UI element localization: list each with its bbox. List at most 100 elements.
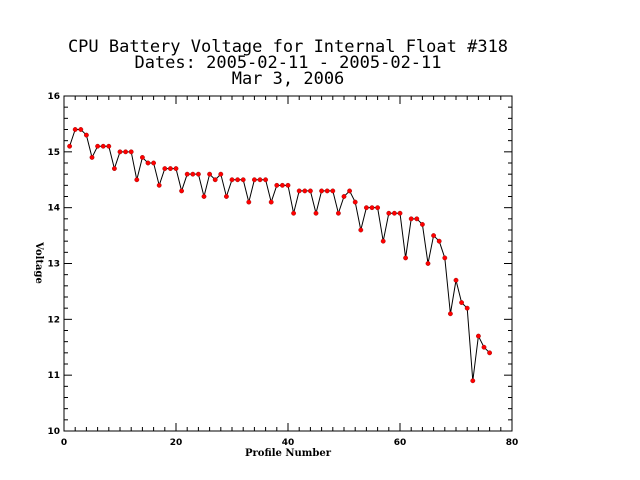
data-point <box>391 210 397 216</box>
y-tick-label: 11 <box>47 371 60 381</box>
data-point <box>134 177 140 183</box>
y-axis-label: Voltage <box>33 241 44 284</box>
data-point <box>84 132 89 138</box>
data-point <box>487 350 492 356</box>
series-line <box>69 129 490 381</box>
data-point <box>347 188 352 194</box>
data-point <box>184 171 190 177</box>
data-point <box>475 333 481 339</box>
title-line-1: CPU Battery Voltage for Internal Float #… <box>68 37 508 57</box>
data-point <box>470 378 476 384</box>
data-point <box>358 227 364 233</box>
data-point <box>263 177 268 183</box>
data-point <box>67 143 73 149</box>
x-axis-label: Profile Number <box>245 448 332 459</box>
data-point <box>302 188 308 194</box>
data-point <box>425 261 431 266</box>
data-point <box>436 238 442 244</box>
y-axis-ticks <box>64 95 512 432</box>
x-tick-label: 40 <box>282 438 295 448</box>
data-point <box>274 182 280 188</box>
data-point <box>313 210 319 216</box>
data-point <box>112 166 117 171</box>
data-point <box>285 182 291 188</box>
data-point <box>330 188 336 194</box>
data-point <box>212 177 218 183</box>
data-point <box>223 194 229 199</box>
data-point <box>431 233 436 238</box>
y-tick-label: 10 <box>47 427 60 437</box>
data-point <box>341 194 347 199</box>
data-point <box>335 210 341 216</box>
data-point <box>380 238 386 244</box>
plot-frame <box>63 95 513 432</box>
data-point <box>386 210 392 216</box>
x-axis-tick-labels: 0 20 40 60 80 <box>61 438 518 448</box>
y-tick-label: 15 <box>47 148 60 158</box>
data-point <box>419 222 425 227</box>
data-point <box>240 177 246 183</box>
data-point <box>453 277 459 283</box>
data-point <box>100 143 106 149</box>
y-tick-label: 13 <box>47 260 60 270</box>
data-point <box>251 177 257 183</box>
voltage-series <box>67 127 492 384</box>
x-tick-label: 80 <box>506 438 519 448</box>
data-point <box>190 171 196 177</box>
data-point <box>173 166 179 171</box>
data-point <box>229 177 235 183</box>
data-point <box>257 177 263 183</box>
data-point <box>106 143 112 149</box>
title-line-3: Mar 3, 2006 <box>232 69 345 89</box>
data-point <box>414 216 420 222</box>
data-point <box>442 255 448 261</box>
data-point <box>459 300 464 305</box>
x-tick-label: 60 <box>394 438 407 448</box>
y-tick-label: 14 <box>47 204 60 214</box>
data-point <box>89 155 95 160</box>
x-tick-label: 0 <box>61 438 67 448</box>
data-point <box>218 171 224 177</box>
data-point <box>408 216 414 222</box>
data-point <box>324 188 330 194</box>
x-tick-label: 20 <box>170 438 183 448</box>
data-point <box>397 210 403 216</box>
title-line-2: Dates: 2005-02-11 - 2005-02-11 <box>134 53 441 73</box>
data-point <box>117 149 123 155</box>
data-point <box>375 205 380 211</box>
data-point <box>156 182 162 188</box>
data-point <box>279 182 285 188</box>
data-point <box>307 188 313 194</box>
data-point <box>207 171 213 177</box>
x-axis-ticks <box>63 96 513 431</box>
data-point <box>481 344 487 350</box>
data-point <box>369 205 375 211</box>
data-point <box>139 155 145 160</box>
data-point <box>464 305 470 311</box>
y-tick-label: 16 <box>47 92 60 102</box>
data-point <box>447 311 453 317</box>
data-point <box>128 149 134 155</box>
data-point <box>167 166 173 171</box>
data-point <box>179 188 185 194</box>
data-point <box>319 188 324 194</box>
data-point <box>268 199 274 205</box>
data-point <box>78 127 84 132</box>
data-point <box>195 171 201 177</box>
data-point <box>363 205 369 211</box>
chart-title: CPU Battery Voltage for Internal Float #… <box>68 37 508 89</box>
y-axis-tick-labels: 10 11 12 13 14 15 16 <box>47 92 60 437</box>
data-point <box>95 143 101 149</box>
data-point <box>235 177 241 183</box>
data-point <box>352 199 358 205</box>
data-point <box>162 166 168 171</box>
data-point <box>296 188 302 194</box>
data-point <box>72 127 78 132</box>
data-point <box>246 199 252 205</box>
data-point <box>201 194 207 199</box>
data-point <box>151 160 157 166</box>
data-point <box>291 210 296 216</box>
data-point <box>145 160 151 166</box>
data-point <box>403 255 408 261</box>
